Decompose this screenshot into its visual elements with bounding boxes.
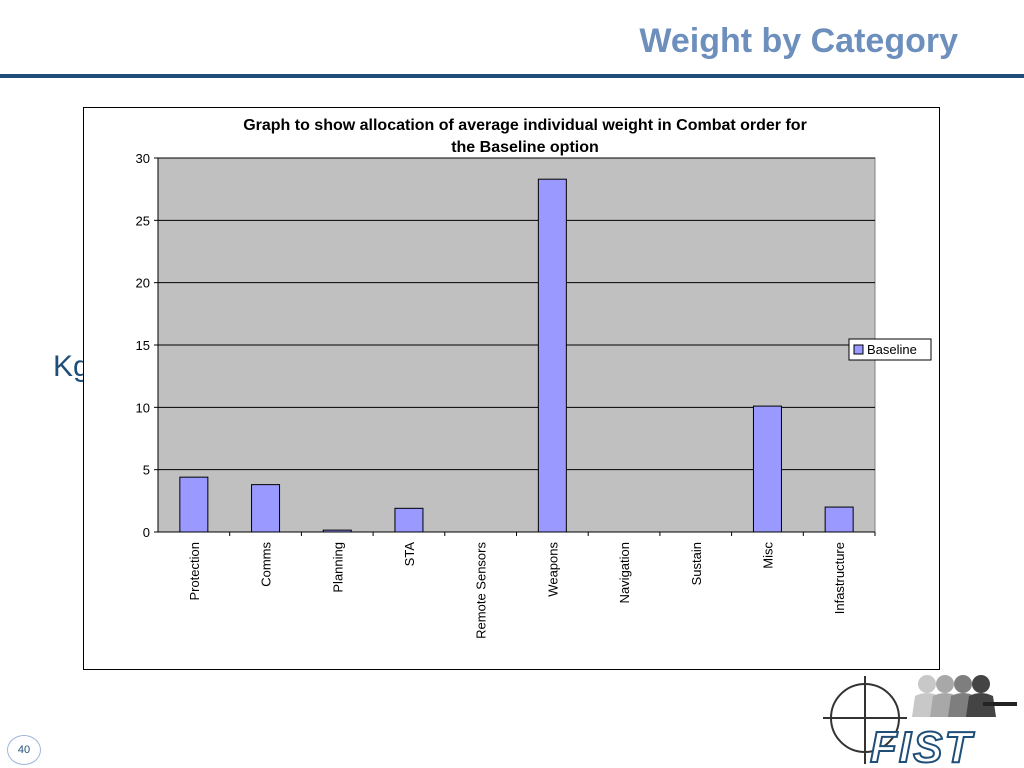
y-tick-label: 5 [143,463,150,478]
x-tick-label: Navigation [617,542,632,603]
bar-infastructure [824,506,854,533]
y-tick-label: 15 [136,338,150,353]
legend-box [848,338,932,361]
x-tick-label: Weapons [545,542,560,597]
y-tick-label: 30 [136,151,150,166]
crosshair-icon [823,676,907,764]
y-tick-label: 10 [136,400,150,415]
slide-title: Weight by Category [639,22,958,60]
chart-area: Graph to show allocation of average indi… [83,107,940,670]
x-tick-label: Sustain [689,542,704,585]
svg-text:FIST: FIST [870,723,974,768]
bar-sta [394,507,424,533]
bar-misc [752,405,782,533]
x-tick-label: Comms [259,542,274,587]
chart-title-line: Graph to show allocation of average indi… [243,117,807,134]
x-tick-label: STA [402,542,417,567]
page-number: 40 [7,735,41,765]
bar-chart: Graph to show allocation of average indi… [136,117,932,639]
x-tick-label: Planning [330,542,345,593]
x-tick-label: Misc [760,542,775,569]
y-tick-label: 0 [143,525,150,540]
chart-title-line: the Baseline option [451,139,599,156]
x-tick-label: Protection [187,542,202,601]
y-tick-label: 20 [136,276,150,291]
bar-weapons [537,178,567,533]
soldier-silhouettes-icon [912,675,1017,717]
bar-planning [322,529,352,533]
y-tick-label: 25 [136,213,150,228]
x-tick-label: Remote Sensors [474,542,489,639]
x-tick-label: Infastructure [832,542,847,614]
fist-logo: FIST [823,675,1017,768]
bar-protection [179,476,209,533]
legend-label: Baseline [867,342,917,357]
bar-comms [251,484,281,533]
title-divider [0,74,1024,78]
legend-swatch [853,344,864,355]
